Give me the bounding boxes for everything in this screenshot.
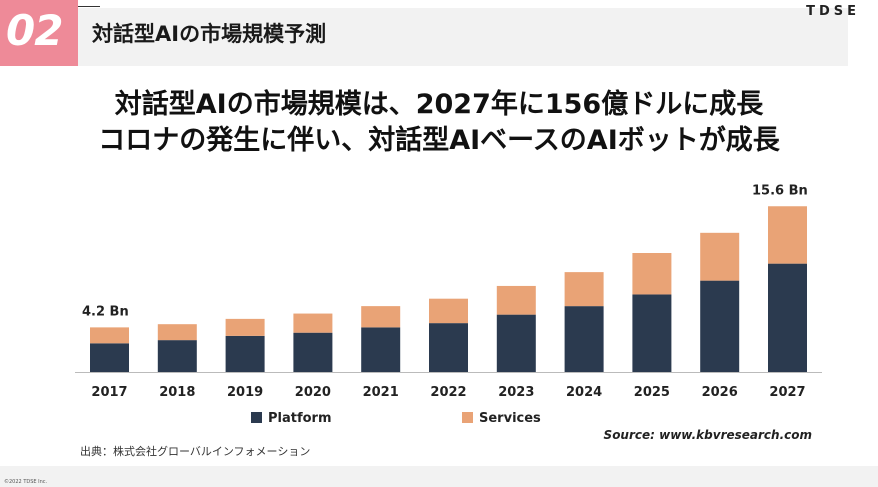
x-tick-label-2021: 2021	[363, 385, 399, 400]
bar-services-2026	[700, 232, 740, 281]
bar-platform-2018	[157, 340, 197, 372]
bar-services-2018	[157, 324, 197, 341]
x-tick-label-2027: 2027	[769, 385, 805, 400]
bar-services-2025	[632, 253, 672, 295]
bar-services-2017	[90, 327, 129, 344]
legend-swatch-platform	[251, 412, 262, 423]
bar-platform-2025	[632, 294, 672, 372]
bar-platform-2017	[90, 343, 129, 372]
headline-line-2: コロナの発生に伴い、対話型AIベースのAIボットが成長	[98, 125, 780, 156]
bar-platform-2021	[361, 327, 401, 372]
x-tick-label-2025: 2025	[634, 385, 670, 400]
x-tick-label-2017: 2017	[91, 385, 127, 400]
slide-number: 02	[6, 6, 63, 55]
bar-services-2024	[564, 272, 604, 307]
x-tick-label-2024: 2024	[566, 385, 602, 400]
x-tick-label-2018: 2018	[159, 385, 195, 400]
bar-platform-2019	[225, 335, 265, 372]
bar-services-2023	[496, 285, 536, 315]
x-tick-label-2020: 2020	[295, 385, 331, 400]
headline-line-1: 対話型AIの市場規模は、2027年に156億ドルに成長	[114, 89, 764, 120]
slide-number-box: 02	[0, 0, 78, 66]
bar-platform-2026	[700, 280, 740, 372]
bar-services-2019	[225, 318, 265, 336]
header-bar	[78, 8, 848, 66]
stacked-bar-chart: 2017 2018 2019 2020 2021 2022 2023 2024 2025 2026…	[75, 183, 822, 442]
bar-services-2022	[429, 298, 468, 324]
data-label-2017: 4.2 Bn	[82, 304, 129, 319]
copyright: ©2022 TDSE Inc.	[4, 479, 48, 485]
legend-swatch-services	[462, 412, 473, 423]
bar-platform-2020	[293, 332, 333, 372]
x-tick-label-2026: 2026	[702, 385, 738, 400]
bar-platform-2022	[429, 323, 468, 372]
page-title: 対話型AIの市場規模予測	[92, 22, 327, 46]
x-tick-label-2022: 2022	[430, 385, 466, 400]
data-label-2027: 15.6 Bn	[752, 183, 808, 198]
bar-services-2027	[768, 206, 807, 264]
footer-strip	[0, 466, 878, 487]
bar-platform-2024	[564, 306, 604, 372]
source-citation: 出典：株式会社グローバルインフォメーション	[80, 445, 311, 458]
legend-label-services: Services	[479, 411, 541, 426]
x-tick-label-2019: 2019	[227, 385, 263, 400]
x-tick-label-2023: 2023	[498, 385, 534, 400]
bar-services-2021	[361, 306, 401, 328]
legend-label-platform: Platform	[268, 411, 332, 426]
bar-platform-2027	[768, 263, 807, 372]
header-divider	[78, 6, 100, 7]
chart-source-note: Source: www.kbvresearch.com	[604, 428, 812, 442]
bar-platform-2023	[496, 314, 536, 372]
bar-services-2020	[293, 313, 333, 333]
brand-logo: TDSE	[806, 4, 860, 19]
